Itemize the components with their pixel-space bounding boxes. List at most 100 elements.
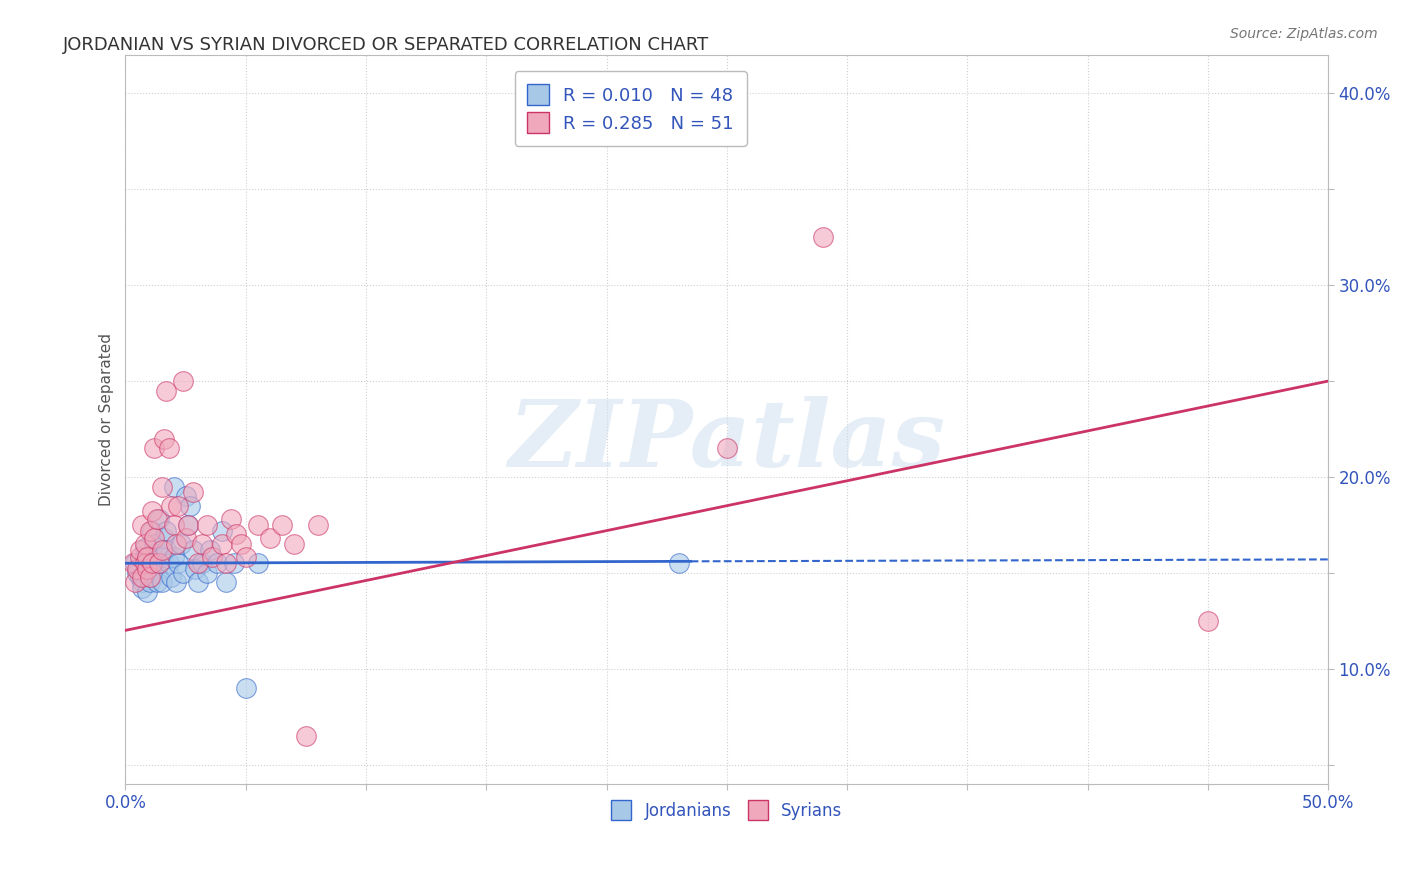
Point (211, 524, 233, 538)
Point (136, 556, 159, 570)
Point (191, 537, 214, 551)
Point (215, 575, 238, 590)
Point (145, 512, 167, 526)
Point (222, 556, 245, 570)
Point (127, 562, 149, 576)
Point (246, 517, 269, 532)
Point (221, 512, 243, 526)
Point (668, 556, 690, 570)
Point (134, 541, 156, 555)
Point (150, 542, 173, 557)
Point (124, 575, 146, 590)
Point (235, 550, 257, 565)
Point (235, 681, 257, 695)
Point (141, 556, 163, 570)
Point (270, 517, 292, 532)
Point (201, 550, 224, 565)
Point (160, 499, 183, 513)
Point (716, 441, 738, 455)
Point (138, 524, 160, 538)
Point (129, 569, 152, 583)
Point (167, 556, 190, 570)
Point (150, 550, 173, 565)
Point (295, 729, 318, 743)
Point (124, 556, 146, 570)
Point (195, 517, 218, 532)
Text: JORDANIAN VS SYRIAN DIVORCED OR SEPARATED CORRELATION CHART: JORDANIAN VS SYRIAN DIVORCED OR SEPARATE… (63, 36, 710, 54)
Point (811, 230, 834, 244)
Point (184, 562, 207, 576)
Point (155, 542, 177, 557)
Text: ZIPatlas: ZIPatlas (509, 396, 945, 486)
Point (181, 485, 204, 500)
Point (143, 531, 166, 545)
Text: Source: ZipAtlas.com: Source: ZipAtlas.com (1230, 27, 1378, 41)
Point (205, 556, 228, 570)
Point (143, 556, 166, 570)
Point (167, 499, 190, 513)
Point (148, 556, 170, 570)
Point (141, 547, 163, 561)
Point (138, 575, 160, 590)
Point (187, 575, 209, 590)
Point (215, 556, 238, 570)
Point (141, 504, 163, 518)
Point (162, 517, 184, 532)
Point (1197, 614, 1219, 628)
Point (138, 569, 160, 583)
Point (153, 531, 176, 545)
Point (141, 524, 163, 538)
Point (211, 537, 233, 551)
Point (172, 374, 194, 388)
Point (131, 517, 153, 532)
Point (145, 575, 167, 590)
Point (191, 556, 214, 570)
Point (170, 537, 193, 551)
Point (229, 537, 252, 551)
Point (143, 441, 166, 455)
Point (172, 566, 194, 580)
Point (155, 524, 177, 538)
Point (134, 537, 156, 551)
Point (246, 556, 269, 570)
Point (198, 542, 221, 557)
Point (131, 581, 153, 595)
Point (134, 556, 156, 570)
Point (177, 517, 200, 532)
Point (162, 550, 184, 565)
Point (187, 556, 209, 570)
Point (225, 527, 247, 541)
Point (179, 499, 201, 513)
Point (177, 517, 200, 532)
Point (131, 575, 153, 590)
Point (136, 550, 159, 565)
Point (157, 556, 180, 570)
Point (162, 479, 184, 493)
Point (148, 512, 170, 526)
Point (136, 585, 159, 599)
Point (155, 384, 177, 398)
Point (143, 537, 166, 551)
Point (283, 537, 305, 551)
Point (129, 550, 152, 565)
Point (127, 566, 149, 580)
Point (157, 441, 180, 455)
Point (165, 575, 187, 590)
Point (259, 531, 281, 545)
Point (195, 566, 218, 580)
Point (150, 479, 173, 493)
Point (307, 517, 329, 532)
Point (165, 537, 187, 551)
Point (121, 556, 143, 570)
Point (131, 569, 153, 583)
Point (160, 569, 183, 583)
Point (136, 562, 159, 576)
Legend: Jordanians, Syrians: Jordanians, Syrians (605, 794, 849, 826)
Point (150, 575, 173, 590)
Point (153, 432, 176, 446)
Point (174, 531, 197, 545)
Point (174, 489, 197, 503)
Point (145, 566, 167, 580)
Point (138, 562, 160, 576)
Point (138, 569, 160, 583)
